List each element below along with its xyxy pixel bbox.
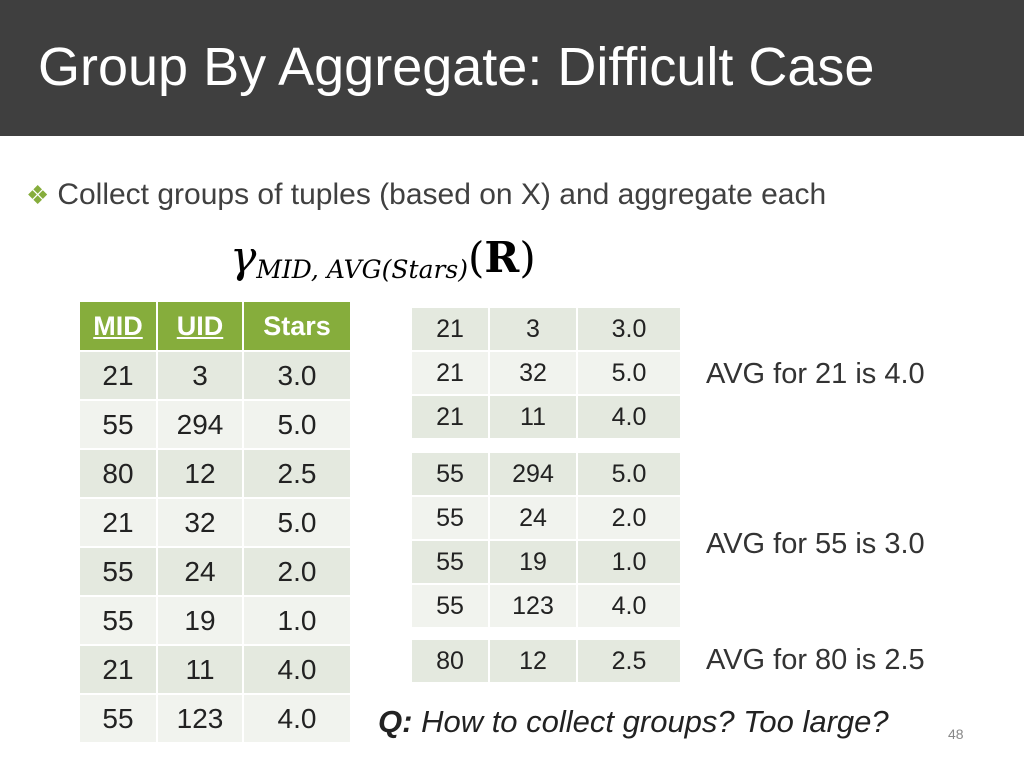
- table-row: 21 3 3.0: [410, 306, 682, 352]
- question: Q: How to collect groups? Too large?: [378, 704, 889, 740]
- page-number: 48: [948, 726, 964, 742]
- table-cell: 4.0: [576, 394, 682, 440]
- table-cell: 19: [488, 539, 578, 585]
- group-table-55: 55 294 5.0 55 24 2.0 55 19 1.0 55 123 4.…: [410, 451, 682, 629]
- table-cell: 21: [410, 394, 490, 440]
- table-cell: 294: [488, 451, 578, 497]
- table-row: 55 24 2.0: [410, 495, 682, 541]
- table-cell: 55: [410, 451, 490, 497]
- header-stars: Stars: [242, 300, 352, 352]
- table-cell: 4.0: [576, 583, 682, 629]
- table-row: 21 11 4.0: [78, 644, 352, 695]
- header-mid: MID: [78, 300, 158, 352]
- table-cell: 3: [488, 306, 578, 352]
- avg-label-80: AVG for 80 is 2.5: [706, 644, 925, 676]
- table-cell: 1.0: [242, 595, 352, 646]
- group-table-21: 21 3 3.0 21 32 5.0 21 11 4.0: [410, 306, 682, 440]
- table-cell: 294: [156, 399, 244, 450]
- table-cell: 55: [410, 539, 490, 585]
- diamond-bullet-icon: ❖: [26, 180, 50, 210]
- table-cell: 24: [488, 495, 578, 541]
- table-cell: 3: [156, 350, 244, 401]
- table-header-row: MID UID Stars: [78, 300, 352, 352]
- table-cell: 2.0: [576, 495, 682, 541]
- table-row: 55 294 5.0: [78, 399, 352, 450]
- formula-relation: R: [484, 233, 520, 282]
- table-cell: 2.0: [242, 546, 352, 597]
- table-cell: 3.0: [576, 306, 682, 352]
- table-row: 21 32 5.0: [410, 350, 682, 396]
- table-row: 55 123 4.0: [410, 583, 682, 629]
- table-cell: 2.5: [576, 638, 682, 684]
- table-row: 55 19 1.0: [410, 539, 682, 585]
- table-row: 21 32 5.0: [78, 497, 352, 548]
- table-cell: 123: [488, 583, 578, 629]
- table-cell: 32: [488, 350, 578, 396]
- gamma-symbol: γ: [230, 232, 257, 283]
- table-cell: 80: [78, 448, 158, 499]
- table-cell: 11: [156, 644, 244, 695]
- table-cell: 55: [78, 399, 158, 450]
- avg-label-21: AVG for 21 is 4.0: [706, 358, 925, 390]
- table-cell: 80: [410, 638, 490, 684]
- question-label: Q:: [378, 704, 413, 739]
- table-row: 55 123 4.0: [78, 693, 352, 744]
- table-cell: 12: [156, 448, 244, 499]
- table-cell: 4.0: [242, 693, 352, 744]
- formula-close-paren: ): [519, 233, 536, 282]
- table-row: 55 294 5.0: [410, 451, 682, 497]
- slide-title: Group By Aggregate: Difficult Case: [38, 37, 875, 97]
- table-cell: 21: [78, 644, 158, 695]
- table-cell: 21: [410, 350, 490, 396]
- table-cell: 5.0: [576, 350, 682, 396]
- table-row: 80 12 2.5: [410, 638, 682, 684]
- table-cell: 55: [78, 693, 158, 744]
- table-cell: 5.0: [242, 497, 352, 548]
- ratings-table: MID UID Stars 21 3 3.0 55 294 5.0 80 12 …: [78, 300, 352, 744]
- bullet-text: Collect groups of tuples (based on X) an…: [57, 178, 827, 211]
- group-table-80: 80 12 2.5: [410, 638, 682, 684]
- table-cell: 4.0: [242, 644, 352, 695]
- table-row: 55 19 1.0: [78, 595, 352, 646]
- table-row: 80 12 2.5: [78, 448, 352, 499]
- table-cell: 5.0: [576, 451, 682, 497]
- title-bar: Group By Aggregate: Difficult Case: [0, 0, 1024, 136]
- table-cell: 1.0: [576, 539, 682, 585]
- formula-open-paren: (: [468, 233, 485, 282]
- table-cell: 21: [78, 350, 158, 401]
- table-cell: 21: [78, 497, 158, 548]
- table-cell: 5.0: [242, 399, 352, 450]
- table-cell: 55: [410, 495, 490, 541]
- table-row: 21 3 3.0: [78, 350, 352, 401]
- table-cell: 55: [78, 546, 158, 597]
- header-uid: UID: [156, 300, 244, 352]
- table-cell: 3.0: [242, 350, 352, 401]
- relational-algebra-formula: γMID, AVG(Stars)(R): [230, 232, 536, 284]
- table-cell: 11: [488, 394, 578, 440]
- avg-label-55: AVG for 55 is 3.0: [706, 528, 925, 560]
- table-cell: 24: [156, 546, 244, 597]
- table-cell: 21: [410, 306, 490, 352]
- table-cell: 32: [156, 497, 244, 548]
- formula-subscript: MID, AVG(Stars): [256, 255, 469, 284]
- table-cell: 55: [410, 583, 490, 629]
- table-cell: 2.5: [242, 448, 352, 499]
- table-cell: 123: [156, 693, 244, 744]
- table-cell: 19: [156, 595, 244, 646]
- table-cell: 55: [78, 595, 158, 646]
- bullet-point: ❖ Collect groups of tuples (based on X) a…: [26, 178, 826, 212]
- table-row: 55 24 2.0: [78, 546, 352, 597]
- question-text: How to collect groups? Too large?: [421, 704, 889, 739]
- table-cell: 12: [488, 638, 578, 684]
- table-row: 21 11 4.0: [410, 394, 682, 440]
